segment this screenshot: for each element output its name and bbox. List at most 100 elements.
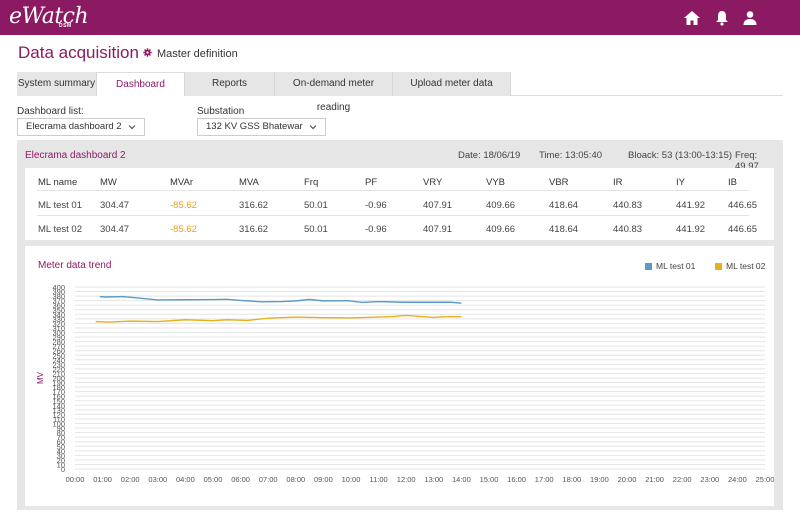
table-header-mva: MVA: [239, 177, 259, 188]
y-tick-label: 40: [57, 447, 65, 456]
x-tick-label: 15:00: [480, 475, 499, 484]
panel-block: Bloack: 53 (13:00-13:15): [628, 150, 733, 161]
table-cell: 409.66: [486, 200, 516, 211]
x-tick-label: 21:00: [645, 475, 664, 484]
table-cell: 418.64: [549, 224, 579, 235]
y-tick-label: 390: [52, 288, 65, 297]
y-tick-label: 290: [52, 333, 65, 342]
legend-swatch: [645, 262, 652, 270]
legend-label: ML test 01: [656, 261, 696, 271]
y-tick-label: 170: [52, 388, 65, 397]
y-tick-label: 210: [52, 369, 65, 378]
x-tick-label: 13:00: [424, 475, 443, 484]
bell-icon[interactable]: [713, 9, 731, 27]
y-tick-label: 20: [57, 456, 65, 465]
table-cell: 316.62: [239, 200, 269, 211]
chart-title: Meter data trend: [38, 260, 112, 271]
table-cell: 304.47: [100, 224, 130, 235]
x-tick-label: 06:00: [231, 475, 250, 484]
y-tick-label: 240: [52, 356, 65, 365]
table-header-ml-name: ML name: [38, 177, 78, 188]
legend-label: ML test 02: [726, 261, 766, 271]
x-tick-label: 18:00: [562, 475, 581, 484]
table-cell: ML test 01: [38, 200, 83, 211]
table-divider: [37, 215, 749, 216]
y-tick-label: 380: [52, 292, 65, 301]
chart-plot: 0102030405060708090100110120130140150160…: [36, 283, 774, 484]
y-tick-label: 400: [52, 283, 65, 292]
legend-item[interactable]: ML test 02: [715, 261, 765, 271]
table-cell: 409.66: [486, 224, 516, 235]
y-tick-label: 320: [52, 319, 65, 328]
home-icon[interactable]: [683, 9, 701, 27]
table-cell: 407.91: [423, 224, 453, 235]
table-cell: -0.96: [365, 200, 387, 211]
gear-icon: [143, 48, 152, 60]
x-tick-label: 12:00: [397, 475, 416, 484]
table-cell: 316.62: [239, 224, 269, 235]
table-cell: 440.83: [613, 200, 643, 211]
y-tick-label: 330: [52, 315, 65, 324]
chevron-down-icon: [308, 122, 318, 132]
meter-table: ML name MW MVAr MVA Frq PF VRY VYB VBR IR IY IB ML t…: [25, 168, 774, 240]
y-tick-label: 140: [52, 401, 65, 410]
y-tick-label: 180: [52, 383, 65, 392]
table-header-mvar: MVAr: [170, 177, 194, 188]
app-logo[interactable]: eWatch: [9, 4, 89, 29]
series-line-1: [99, 295, 462, 304]
x-tick-label: 23:00: [700, 475, 719, 484]
table-header-ib: IB: [728, 177, 737, 188]
y-tick-label: 30: [57, 451, 65, 460]
x-tick-label: 24:00: [728, 475, 747, 484]
x-tick-label: 00:00: [66, 475, 85, 484]
substation-select[interactable]: 132 KV GSS Bhatewar: [197, 118, 326, 136]
y-tick-label: 360: [52, 301, 65, 310]
table-cell: 440.83: [613, 224, 643, 235]
x-tick-label: 09:00: [314, 475, 333, 484]
chevron-down-icon: [127, 122, 137, 132]
master-definition-link[interactable]: Master definition: [143, 48, 238, 60]
meter-trend-chart: Meter data trend ML test 01 ML test 02 0…: [25, 246, 774, 506]
y-tick-label: 260: [52, 347, 65, 356]
tab-system-summary[interactable]: System summary: [17, 72, 97, 96]
table-header-vry: VRY: [423, 177, 443, 188]
tab-upload-meter-data[interactable]: Upload meter data: [393, 72, 511, 96]
table-cell: 446.65: [728, 200, 758, 211]
x-tick-label: 17:00: [535, 475, 554, 484]
y-tick-label: 340: [52, 310, 65, 319]
x-tick-label: 04:00: [176, 475, 195, 484]
top-bar: eWatch DSM: [0, 0, 800, 35]
master-definition-label: Master definition: [157, 48, 238, 60]
x-tick-label: 03:00: [148, 475, 167, 484]
legend-item[interactable]: ML test 01: [645, 261, 695, 271]
y-tick-label: 60: [57, 438, 65, 447]
tab-bar: System summary Dashboard Reports On-dema…: [17, 72, 783, 113]
dashboard-list-label: Dashboard list:: [17, 106, 84, 117]
y-tick-label: 160: [52, 392, 65, 401]
x-tick-label: 22:00: [673, 475, 692, 484]
x-tick-label: 20:00: [618, 475, 637, 484]
table-cell: 441.92: [676, 224, 706, 235]
x-tick-label: 02:00: [121, 475, 140, 484]
table-header-ir: IR: [613, 177, 623, 188]
tab-dashboard[interactable]: Dashboard: [97, 72, 185, 96]
table-cell: 418.64: [549, 200, 579, 211]
tab-reports[interactable]: Reports: [185, 72, 275, 96]
x-tick-label: 10:00: [342, 475, 361, 484]
tab-on-demand-meter-reading[interactable]: On-demand meter reading: [275, 72, 393, 113]
y-tick-label: 350: [52, 306, 65, 315]
table-cell: 407.91: [423, 200, 453, 211]
app-logo-sub: DSM: [59, 23, 72, 29]
y-tick-label: 100: [52, 420, 65, 429]
panel-time: Time: 13:05:40: [539, 150, 603, 161]
y-tick-label: 80: [57, 429, 65, 438]
y-tick-label: 270: [52, 342, 65, 351]
table-header-vyb: VYB: [486, 177, 506, 188]
panel-frequency: Freq: 49.97: [735, 150, 759, 172]
y-tick-label: 310: [52, 324, 65, 333]
y-tick-label: 250: [52, 351, 65, 360]
dashboard-list-select[interactable]: Elecrama dashboard 2: [17, 118, 145, 136]
y-tick-label: 10: [57, 460, 65, 469]
user-icon[interactable]: [741, 9, 759, 27]
table-header-pf: PF: [365, 177, 378, 188]
